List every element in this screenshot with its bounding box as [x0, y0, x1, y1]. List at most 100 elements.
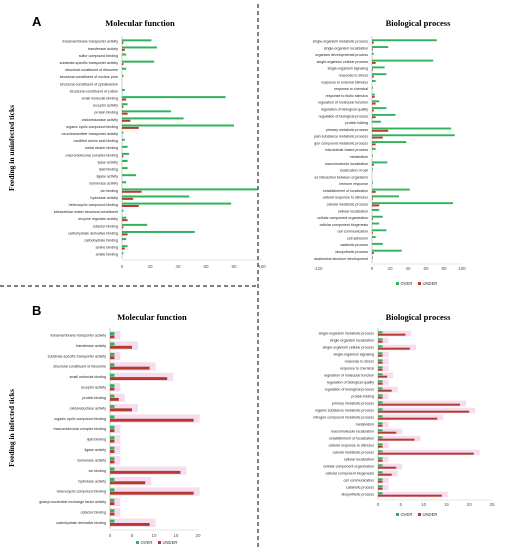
- category-label: amide binding: [96, 253, 118, 257]
- bar-over: [372, 100, 380, 103]
- bar-over: [378, 429, 383, 432]
- bar-under: [378, 431, 397, 434]
- bar-under: [378, 466, 397, 469]
- x-tick-label: 40: [405, 266, 411, 271]
- bar-under: [372, 136, 383, 139]
- bar-under: [110, 439, 115, 443]
- category-label: ligase activity: [85, 448, 107, 452]
- chart-a-molecular-function: Molecular function Feeding in uninfected …: [7, 18, 266, 269]
- bar-over: [110, 415, 115, 419]
- category-label: protein folding: [351, 395, 374, 399]
- bar-under: [110, 429, 115, 433]
- bar-under: [122, 126, 139, 129]
- bar-over: [372, 195, 399, 198]
- bar-under: [122, 204, 139, 207]
- bar-under: [372, 218, 373, 220]
- x-tick-label: 80: [231, 264, 237, 269]
- bar-under: [110, 345, 132, 349]
- bar-under: [372, 252, 374, 254]
- bar-under: [372, 61, 376, 64]
- category-label: carbohydrate binding: [84, 238, 118, 242]
- section-label-b: B: [32, 303, 41, 318]
- bar-over: [372, 168, 373, 171]
- bar-over: [122, 245, 128, 248]
- row-shade: [378, 365, 389, 372]
- bar-over: [122, 96, 226, 99]
- category-label: small molecule binding: [82, 97, 118, 101]
- category-label: cellular component organization: [323, 465, 374, 469]
- bar-over: [378, 338, 383, 341]
- chart-title: Molecular function: [117, 312, 187, 322]
- category-label: microtubule-based process: [325, 148, 368, 152]
- bar-over: [372, 46, 389, 48]
- row-shade: [378, 484, 389, 491]
- bar-over: [372, 256, 373, 259]
- bar-over: [378, 373, 383, 376]
- legend-label: OVER: [401, 512, 413, 517]
- bar-under: [378, 368, 383, 371]
- bar-under: [110, 356, 115, 360]
- category-label: hydrolase activity: [90, 196, 118, 200]
- x-tick-label: 5: [400, 502, 403, 507]
- bar-over: [110, 488, 115, 492]
- category-label: transmembrane transporter activity: [62, 40, 118, 44]
- legend-swatch: [396, 513, 399, 516]
- bar-over: [110, 332, 115, 336]
- category-label: substrate-specific transporter activity: [48, 354, 107, 358]
- bar-over: [110, 352, 115, 356]
- bar-under: [378, 375, 388, 378]
- bar-over: [378, 436, 383, 439]
- bar-over: [372, 59, 434, 62]
- bar-over: [372, 127, 452, 130]
- bar-under: [378, 417, 438, 420]
- bar-over: [378, 492, 383, 495]
- x-tick-label: 20: [147, 264, 153, 269]
- bar-under: [122, 112, 128, 115]
- row-shade: [110, 445, 121, 455]
- bar-under: [378, 333, 406, 336]
- x-tick-label: 60: [423, 266, 429, 271]
- x-tick-label: 15: [444, 502, 450, 507]
- x-tick-label: 20: [467, 502, 473, 507]
- bar-under: [378, 494, 442, 497]
- bar-under: [378, 452, 474, 455]
- category-label: regulation of biological quality: [327, 381, 374, 385]
- category-label: ion binding: [89, 469, 106, 473]
- category-label: organic substance metabolic process: [315, 409, 374, 413]
- x-tick-label: 10: [421, 502, 427, 507]
- category-label: hydrolase activity: [78, 479, 106, 483]
- category-label: anatomical structure development: [314, 257, 368, 261]
- bar-over: [372, 147, 376, 150]
- category-label: carbohydrate derivative binding: [56, 521, 106, 525]
- bar-under: [378, 487, 383, 490]
- bar-over: [122, 216, 127, 219]
- bar-under: [122, 105, 124, 108]
- bar-over: [372, 208, 380, 211]
- bar-under: [122, 98, 127, 101]
- category-label: cellular component biogenesis: [320, 223, 369, 227]
- bar-under: [372, 197, 373, 200]
- category-label: biosynthetic process: [341, 493, 374, 497]
- row-shade: [378, 400, 467, 407]
- bar-over: [122, 74, 124, 77]
- category-label: regulation of molecular function: [324, 374, 374, 378]
- legend-swatch: [158, 541, 161, 544]
- row-shade: [378, 344, 416, 351]
- category-label: single-organism signaling: [327, 67, 368, 71]
- row-shade: [378, 351, 389, 358]
- category-label: response to external stimulus: [321, 80, 368, 84]
- bar-over: [372, 141, 407, 144]
- x-tick-label: 10: [151, 533, 157, 538]
- category-label: regulation of biological quality: [321, 107, 368, 111]
- bar-over: [110, 425, 115, 429]
- bar-over: [122, 188, 258, 191]
- category-label: structural constituent of cuticle: [70, 89, 118, 93]
- bar-over: [372, 154, 373, 157]
- bar-under: [110, 387, 115, 391]
- bar-over: [122, 67, 127, 70]
- bar-under: [110, 460, 115, 464]
- bar-over: [378, 485, 383, 488]
- category-label: small molecule binding: [70, 375, 106, 379]
- row-shade: [110, 351, 121, 361]
